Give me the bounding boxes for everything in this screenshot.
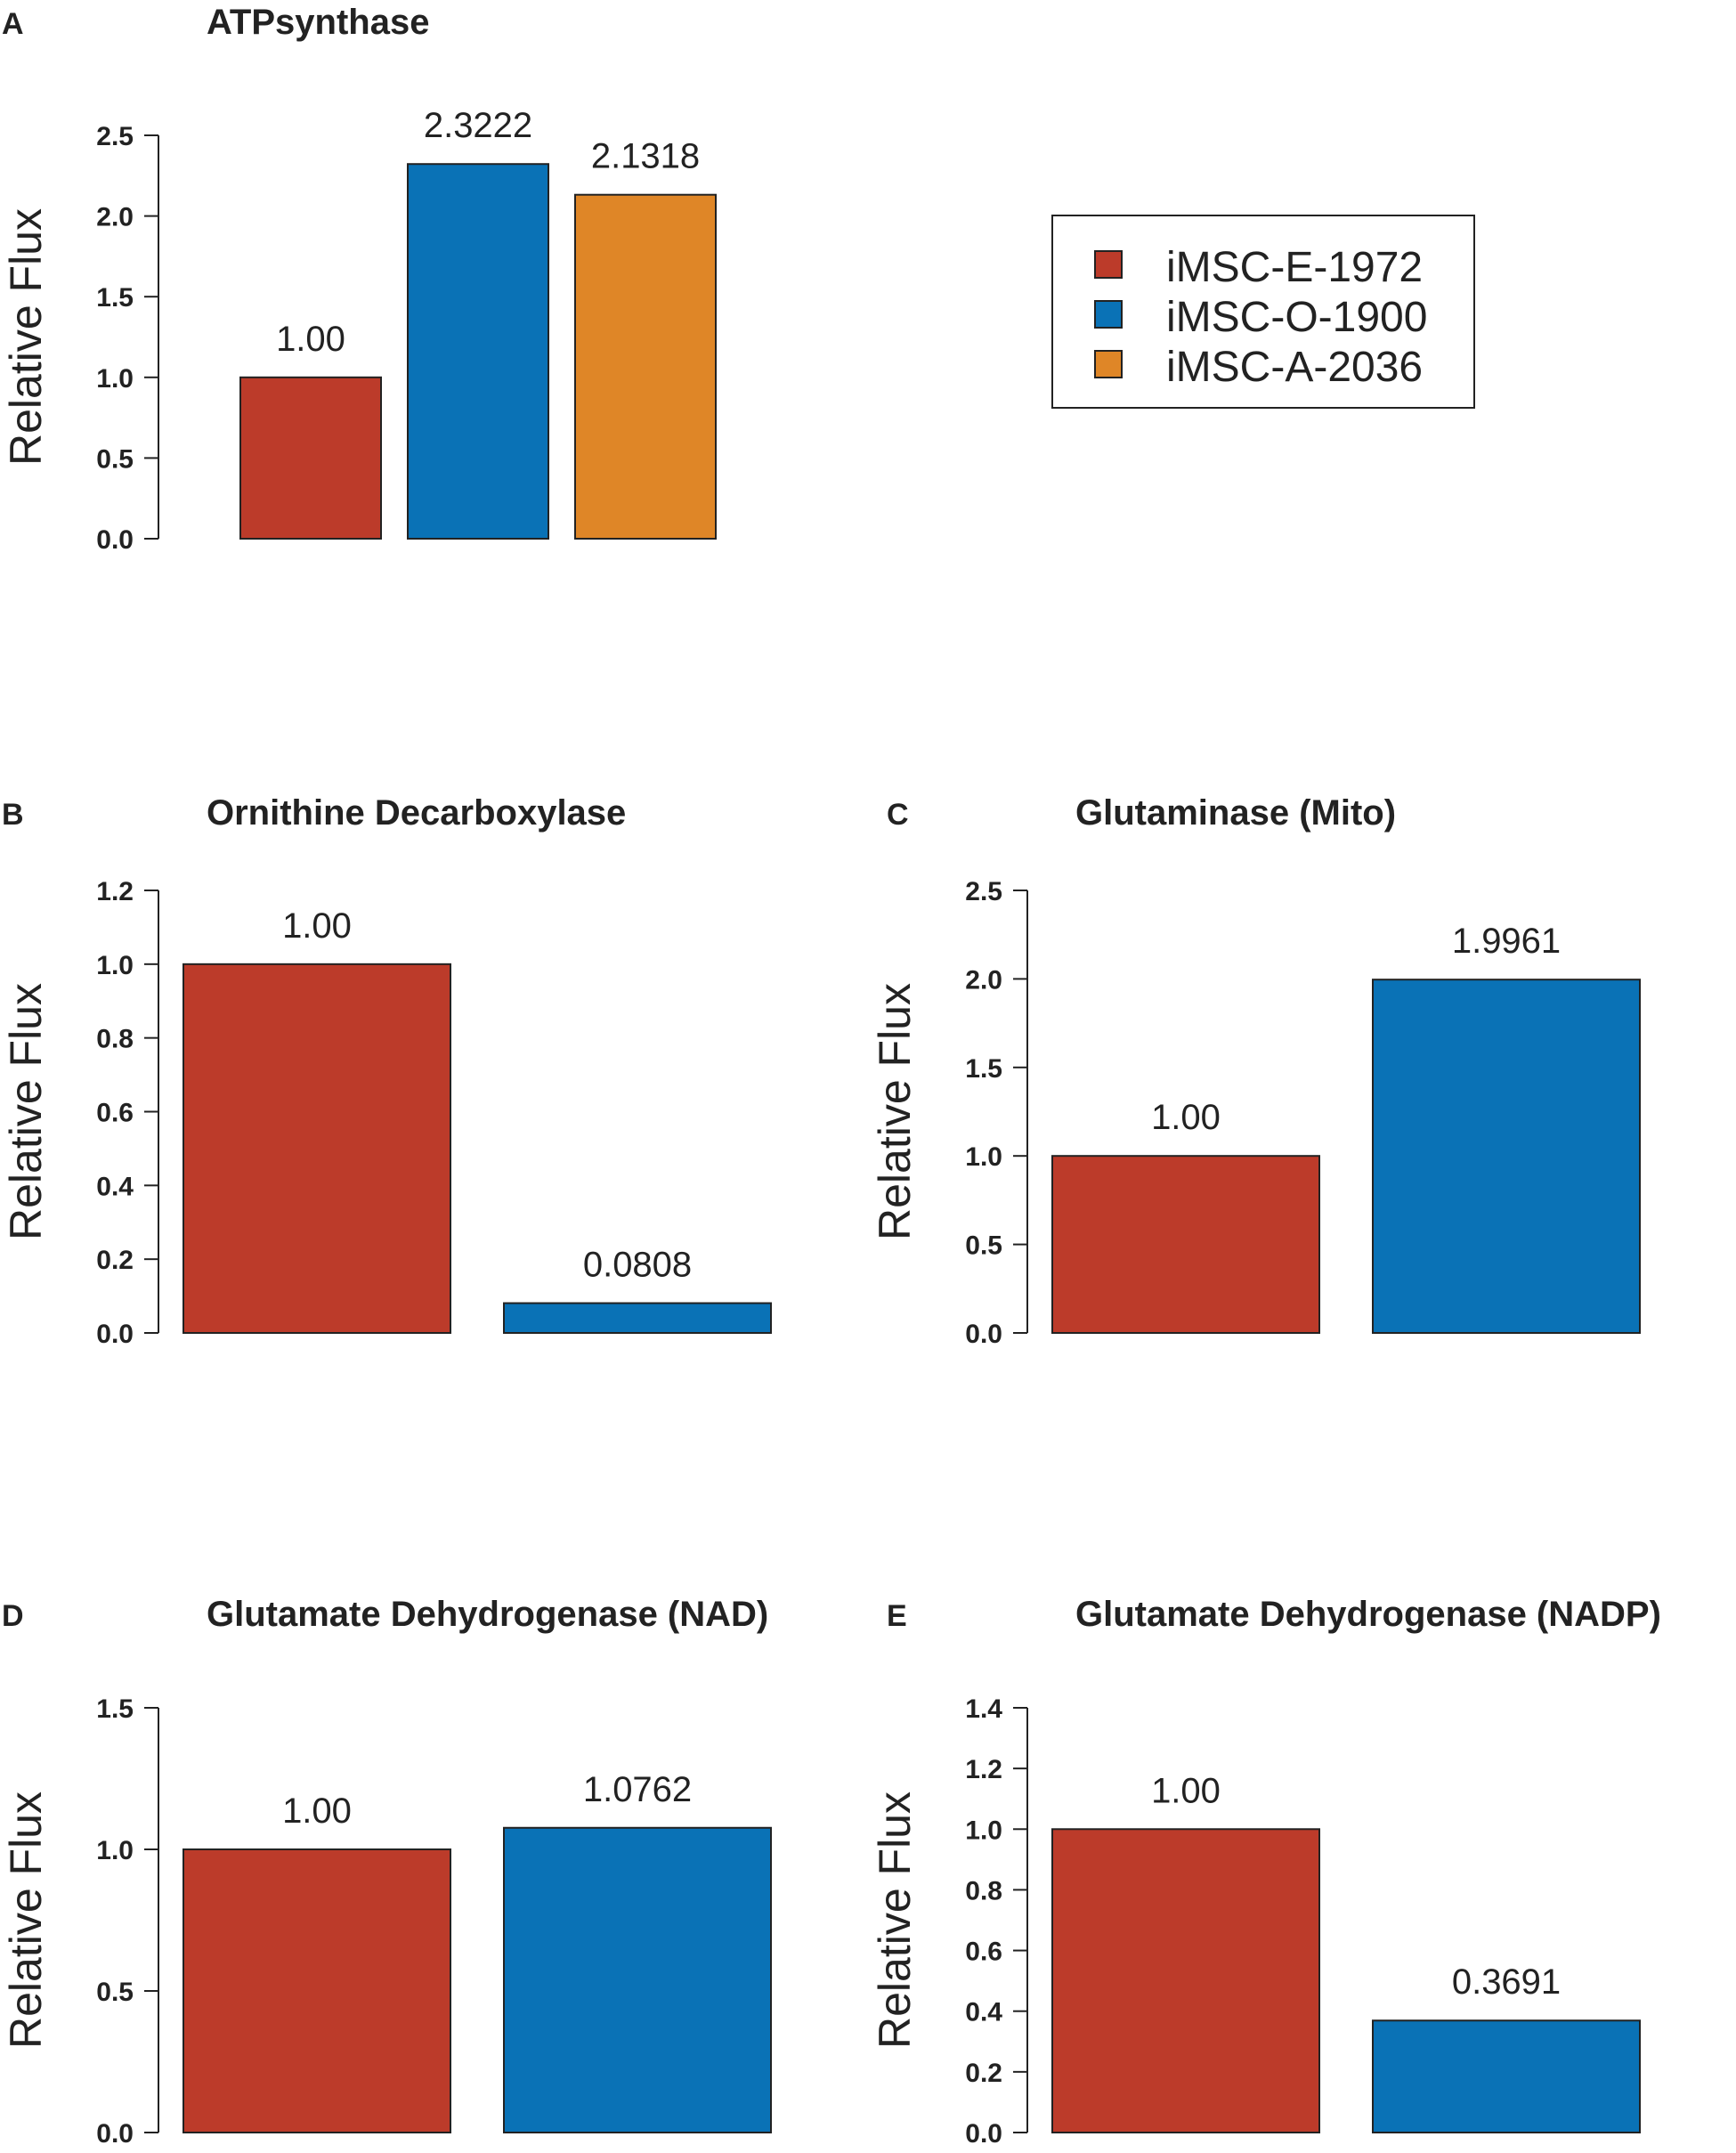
bar-value-label: 0.0808 xyxy=(583,1246,692,1285)
y-tick-label: 1.0 xyxy=(96,364,134,394)
legend: iMSC-E-1972 iMSC-O-1900 iMSC-A-2036 xyxy=(1051,215,1475,409)
y-tick-label: 1.0 xyxy=(965,1816,1002,1845)
y-tick-label: 2.5 xyxy=(96,122,134,151)
y-tick-label: 2.0 xyxy=(965,965,1002,995)
bar-imsc-o-1900 xyxy=(1372,2019,1641,2134)
bar-value-label: 1.00 xyxy=(282,906,352,946)
y-tick-label: 0.5 xyxy=(965,1231,1002,1261)
chart-title: Ornithine Decarboxylase xyxy=(207,793,626,833)
y-axis-label: Relative Flux xyxy=(1,983,51,1240)
panel-letter: C xyxy=(887,798,909,832)
panel-letter: A xyxy=(2,7,24,41)
y-axis-label: Relative Flux xyxy=(870,1791,920,2049)
bar-imsc-a-2036 xyxy=(574,193,717,540)
panel-d: D Glutamate Dehydrogenase (NAD) 0.0 0.5 1.0 1… xyxy=(1,1595,772,2149)
y-tick-label: 0.0 xyxy=(96,1320,134,1349)
y-tick-label: 0.6 xyxy=(96,1099,134,1128)
y-tick-label: 1.5 xyxy=(965,1054,1002,1084)
y-tick-label: 0.8 xyxy=(965,1876,1002,1905)
bar-value-label: 1.00 xyxy=(1151,1098,1221,1137)
y-tick-label: 1.0 xyxy=(965,1142,1002,1172)
chart-title: Glutaminase (Mito) xyxy=(1075,793,1396,833)
y-tick-label: 0.0 xyxy=(96,2119,134,2149)
y-tick-label: 0.6 xyxy=(965,1938,1002,1967)
chart-title: Glutamate Dehydrogenase (NADP) xyxy=(1075,1595,1661,1634)
bar-value-label: 2.1318 xyxy=(591,137,700,176)
bar-imsc-o-1900 xyxy=(407,163,549,540)
bar-imsc-e-1972 xyxy=(239,376,382,540)
legend-swatch-1 xyxy=(1094,300,1123,329)
y-tick-label: 0.0 xyxy=(965,2119,1002,2149)
bar-value-label: 1.9961 xyxy=(1452,922,1561,961)
panel-e: E Glutamate Dehydrogenase (NADP) 0.0 0.2 0.4… xyxy=(870,1595,1661,2149)
bar-imsc-o-1900 xyxy=(1372,979,1641,1334)
y-tick-label: 1.2 xyxy=(965,1755,1002,1784)
y-tick-label: 0.8 xyxy=(96,1025,134,1054)
bar-value-label: 1.00 xyxy=(276,320,345,359)
y-tick-label: 2.0 xyxy=(96,203,134,232)
y-tick-label: 0.0 xyxy=(96,525,134,555)
panel-letter: E xyxy=(887,1599,907,1633)
bar-value-label: 1.00 xyxy=(282,1791,352,1831)
panel-letter: B xyxy=(2,798,24,832)
y-axis-label: Relative Flux xyxy=(1,208,51,466)
legend-label-1: iMSC-O-1900 xyxy=(1166,294,1427,341)
y-axis-label: Relative Flux xyxy=(870,983,920,1240)
y-tick-label: 1.5 xyxy=(96,1694,134,1724)
chart-title: ATPsynthase xyxy=(207,3,429,42)
legend-label-2: iMSC-A-2036 xyxy=(1166,344,1423,391)
y-tick-label: 1.0 xyxy=(96,951,134,980)
y-tick-label: 0.2 xyxy=(965,2059,1002,2088)
bar-imsc-e-1972 xyxy=(183,1848,451,2133)
bar-imsc-e-1972 xyxy=(1051,1828,1320,2133)
y-tick-label: 1.5 xyxy=(96,283,134,313)
y-tick-label: 0.5 xyxy=(96,444,134,474)
y-axis-label: Relative Flux xyxy=(1,1791,51,2049)
bar-imsc-o-1900 xyxy=(503,1302,772,1334)
bar-value-label: 1.00 xyxy=(1151,1771,1221,1810)
panel-a: A ATPsynthase 0.0 0.5 1.0 1.5 2.0 2.5 Relative F… xyxy=(1,3,717,555)
legend-label-0: iMSC-E-1972 xyxy=(1166,244,1423,291)
y-tick-label: 1.0 xyxy=(96,1836,134,1865)
legend-swatch-0 xyxy=(1094,250,1123,279)
y-tick-label: 0.5 xyxy=(96,1978,134,2007)
panel-b: B Ornithine Decarboxylase 0.0 0.2 0.4 0.6 0.8 1… xyxy=(1,793,772,1349)
y-tick-label: 2.5 xyxy=(965,877,1002,906)
bar-imsc-e-1972 xyxy=(1051,1155,1320,1334)
y-tick-label: 0.4 xyxy=(965,1998,1002,2027)
bar-value-label: 0.3691 xyxy=(1452,1962,1561,2002)
y-tick-label: 0.2 xyxy=(96,1246,134,1275)
y-tick-label: 0.0 xyxy=(965,1320,1002,1349)
bar-value-label: 1.0762 xyxy=(583,1770,692,1809)
legend-swatch-2 xyxy=(1094,350,1123,378)
bar-value-label: 2.3222 xyxy=(424,106,532,145)
panels: A ATPsynthase 0.0 0.5 1.0 1.5 2.0 2.5 Relative F… xyxy=(1,3,1661,2149)
bar-imsc-o-1900 xyxy=(503,1826,772,2133)
panel-c: C Glutaminase (Mito) 0.0 0.5 1.0 1.5 2.0 2.5 Rel… xyxy=(870,793,1641,1349)
panel-letter: D xyxy=(2,1599,24,1633)
y-tick-label: 1.4 xyxy=(965,1694,1002,1724)
y-tick-label: 0.4 xyxy=(96,1172,134,1201)
y-tick-label: 1.2 xyxy=(96,877,134,906)
chart-title: Glutamate Dehydrogenase (NAD) xyxy=(207,1595,768,1634)
bar-imsc-e-1972 xyxy=(183,963,451,1335)
